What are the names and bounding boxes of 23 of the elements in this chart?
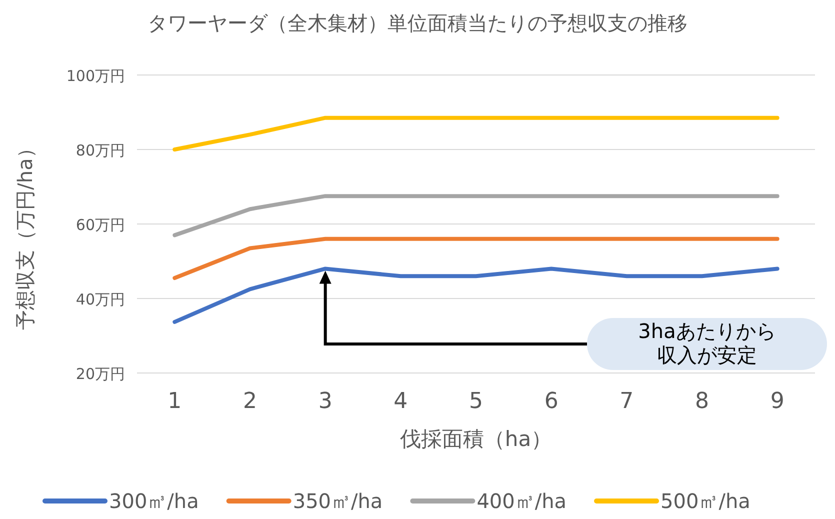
legend-label: 300㎥/ha <box>109 489 199 513</box>
x-tick-label: 1 <box>168 389 182 414</box>
annotation: 3haあたりから収入が安定 <box>638 319 776 367</box>
line-series <box>172 266 780 324</box>
x-tick-label: 2 <box>243 389 257 414</box>
y-tick-label: 80万円 <box>76 142 125 160</box>
x-tick-label: 5 <box>469 389 483 414</box>
x-tick-label: 7 <box>620 389 634 414</box>
legend-label: 350㎥/ha <box>292 489 383 513</box>
x-axis-title: 伐採面積（ha） <box>400 427 552 451</box>
y-tick-label: 40万円 <box>76 290 125 308</box>
chart-title: タワーヤーダ（全木集材）単位面積当たりの予想収支の推移 <box>148 11 688 35</box>
y-tick-label: 60万円 <box>76 216 125 234</box>
y-tick-label: 100万円 <box>66 67 125 85</box>
legend-label: 400㎥/ha <box>476 489 567 513</box>
legend-label: 500㎥/ha <box>660 489 750 513</box>
x-tick-label: 8 <box>695 389 709 414</box>
x-tick-label: 4 <box>394 389 408 414</box>
y-axis-title: 予想収支（万円/ha） <box>13 138 37 330</box>
x-tick-label: 6 <box>544 389 558 414</box>
x-tick-label: 3 <box>318 389 332 414</box>
x-tick-label: 9 <box>770 389 784 414</box>
y-tick-label: 20万円 <box>76 365 125 383</box>
